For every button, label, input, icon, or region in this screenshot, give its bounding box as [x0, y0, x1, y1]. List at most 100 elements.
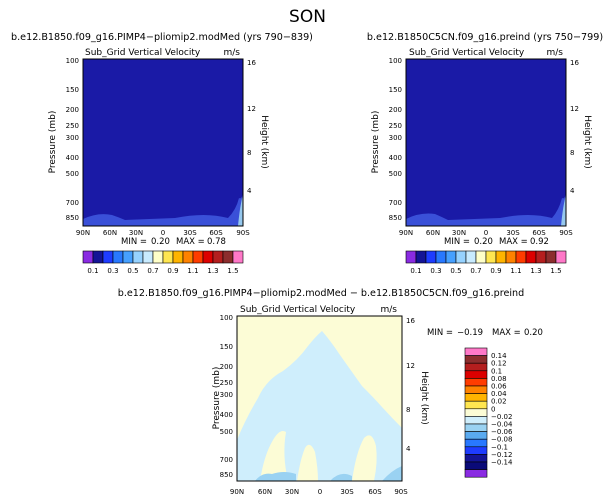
- panel-1-y-ticks-right: 16 12 8 4: [247, 59, 256, 195]
- colorbar-swatch: [182, 250, 194, 264]
- panel-1-subtitle-right: m/s: [224, 48, 241, 58]
- panel-3-max-value: 0.20: [524, 328, 543, 338]
- colorbar-label: 1.1: [510, 267, 521, 275]
- panel-2-subtitle-right: m/s: [547, 48, 564, 58]
- y-tick-label-right: 12: [406, 362, 415, 370]
- panel-2-lower-contours: [406, 192, 566, 226]
- colorbar-swatch: [455, 250, 467, 264]
- panel-2-x-ticks: 90N 60N 30N 0 30S 60S 90S: [399, 229, 573, 237]
- panel-3-min-value: −0.19: [457, 328, 483, 338]
- y-tick-label: 200: [389, 106, 402, 114]
- panel-1-title: b.e12.B1850.f09_g16.PIMP4−pliomip2.modMe…: [11, 32, 313, 43]
- colorbar-swatch: [445, 250, 457, 264]
- panel-2-ylabel-right: Height (km): [582, 115, 592, 169]
- colorbar-swatch: [464, 370, 488, 379]
- panel-2-y-ticks-right: 16 12 8 4: [570, 59, 579, 195]
- panel-1-edge-contour: [238, 195, 243, 226]
- colorbar-label: −0.14: [491, 459, 513, 467]
- panel-2-edge-contour: [561, 195, 566, 226]
- colorbar-swatch: [464, 385, 488, 394]
- y-tick-label: 700: [220, 456, 233, 464]
- colorbar-label: −0.1: [491, 443, 508, 451]
- colorbar-swatch: [415, 250, 427, 264]
- colorbar-swatch: [535, 250, 547, 264]
- y-tick-label: 400: [66, 154, 79, 162]
- colorbar-swatch: [485, 250, 497, 264]
- colorbar-swatch: [525, 250, 537, 264]
- panel-3-positive-lobe-right: [352, 435, 377, 481]
- colorbar-label: 0.9: [167, 267, 178, 275]
- colorbar-swatch: [172, 250, 184, 264]
- colorbar-label: 0.1: [491, 367, 502, 375]
- colorbar-label: 0.7: [147, 267, 158, 275]
- y-tick-label: 250: [389, 122, 402, 130]
- y-tick-label-right: 8: [570, 149, 574, 157]
- colorbar-swatch: [102, 250, 114, 264]
- x-tick-label: 0: [484, 229, 488, 237]
- x-tick-label: 90S: [236, 229, 250, 237]
- colorbar-label: 0.12: [491, 360, 507, 368]
- colorbar-swatch: [435, 250, 447, 264]
- y-tick-label: 250: [66, 122, 79, 130]
- panel-3-title: b.e12.B1850.f09_g16.PIMP4−pliomip2.modMe…: [118, 288, 524, 299]
- y-tick-label-right: 4: [570, 187, 575, 195]
- colorbar-label: 1.3: [530, 267, 541, 275]
- colorbar-label: 0.06: [491, 383, 507, 391]
- colorbar-swatch: [464, 378, 488, 387]
- x-tick-label: 0: [161, 229, 165, 237]
- colorbar-swatch: [162, 250, 174, 264]
- y-tick-label-right: 16: [406, 317, 415, 325]
- colorbar-swatch: [464, 355, 488, 364]
- x-tick-label: 30N: [452, 229, 466, 237]
- panel-3-min-label: MIN =: [427, 328, 453, 338]
- panel-2-plot-area: [405, 58, 567, 227]
- colorbar-swatch: [465, 250, 477, 264]
- colorbar-swatch: [122, 250, 134, 264]
- y-tick-label-right: 12: [247, 105, 256, 113]
- colorbar-swatch: [464, 423, 488, 432]
- y-tick-label-right: 8: [247, 149, 251, 157]
- x-tick-label: 0: [318, 488, 322, 496]
- colorbar-swatch: [464, 408, 488, 417]
- colorbar-label: −0.12: [491, 451, 512, 459]
- x-tick-label: 60S: [368, 488, 382, 496]
- panel-1-plot-area: [82, 58, 244, 227]
- panel-1-ylabel-right: Height (km): [259, 115, 269, 169]
- colorbar-swatch: [464, 438, 488, 448]
- colorbar-swatch: [132, 250, 144, 264]
- y-tick-label: 700: [66, 199, 79, 207]
- panel-3: b.e12.B1850.f09_g16.PIMP4−pliomip2.modMe…: [118, 288, 543, 496]
- x-tick-label: 60N: [103, 229, 117, 237]
- panel-3-subtitle-left: Sub_Grid Vertical Velocity: [240, 305, 356, 315]
- panel-2-title: b.e12.B1850C5CN.f09_g16.preind (yrs 750−…: [367, 32, 603, 43]
- panel-2-ylabel: Pressure (mb): [371, 111, 381, 174]
- colorbar-swatch: [464, 446, 488, 455]
- panel-3-positive-lobe-left: [260, 431, 288, 481]
- y-tick-label-right: 4: [247, 187, 252, 195]
- panel-1: b.e12.B1850.f09_g16.PIMP4−pliomip2.modMe…: [11, 32, 313, 275]
- panel-1-max-label: MAX =: [176, 237, 205, 247]
- colorbar-swatch: [464, 393, 488, 402]
- y-tick-label: 150: [220, 343, 233, 351]
- y-tick-label: 150: [389, 86, 402, 94]
- colorbar-label: 0.1: [87, 267, 98, 275]
- colorbar-swatch: [464, 469, 488, 478]
- panel-2-subtitle-left: Sub_Grid Vertical Velocity: [409, 48, 525, 58]
- panel-3-positive-lobe-mid: [297, 444, 318, 481]
- colorbar-label: −0.02: [491, 413, 512, 421]
- panel-2-colorbar: 0.1 0.3 0.5 0.7 0.9 1.1 1.3 1.5: [405, 250, 567, 275]
- colorbar-label: 0.5: [127, 267, 138, 275]
- y-tick-label: 700: [389, 199, 402, 207]
- colorbar-swatch: [464, 416, 488, 425]
- x-tick-label: 90N: [399, 229, 413, 237]
- y-tick-label: 300: [66, 134, 79, 142]
- x-tick-label: 30S: [340, 488, 354, 496]
- colorbar-swatch: [92, 250, 104, 264]
- panel-1-subtitle-left: Sub_Grid Vertical Velocity: [85, 48, 201, 58]
- colorbar-label: 0.3: [107, 267, 118, 275]
- y-tick-label: 150: [66, 86, 79, 94]
- colorbar-swatch: [464, 362, 488, 372]
- colorbar-swatch: [505, 250, 517, 264]
- colorbar-label: −0.08: [491, 436, 512, 444]
- y-tick-label-right: 16: [570, 59, 579, 67]
